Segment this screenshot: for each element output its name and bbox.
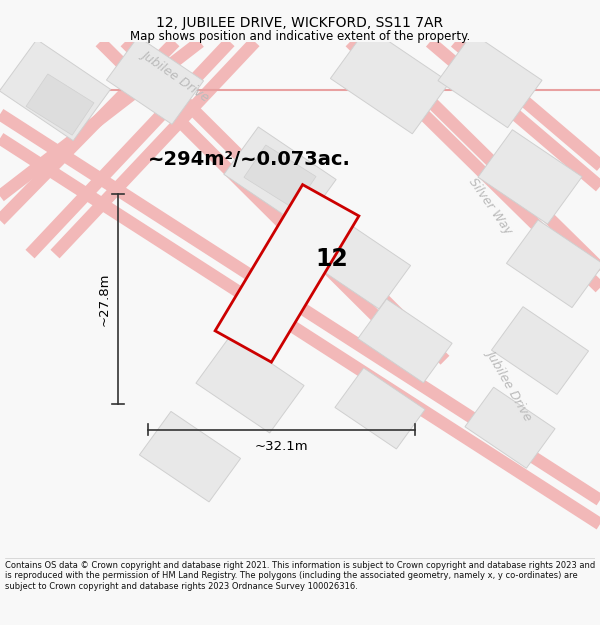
- Polygon shape: [465, 388, 555, 468]
- Polygon shape: [139, 411, 241, 502]
- Polygon shape: [491, 307, 589, 394]
- Polygon shape: [310, 219, 410, 309]
- Polygon shape: [358, 299, 452, 382]
- Text: ~294m²/~0.073ac.: ~294m²/~0.073ac.: [148, 150, 351, 169]
- Text: Jubilee Drive: Jubilee Drive: [139, 48, 211, 104]
- Polygon shape: [215, 184, 359, 362]
- Polygon shape: [438, 33, 542, 128]
- Text: 12, JUBILEE DRIVE, WICKFORD, SS11 7AR: 12, JUBILEE DRIVE, WICKFORD, SS11 7AR: [157, 16, 443, 29]
- Polygon shape: [331, 27, 449, 134]
- Polygon shape: [478, 130, 582, 224]
- Polygon shape: [506, 220, 600, 308]
- Polygon shape: [196, 336, 304, 433]
- Text: Jubilee Drive: Jubilee Drive: [485, 347, 535, 422]
- Text: ~32.1m: ~32.1m: [254, 439, 308, 452]
- Text: Map shows position and indicative extent of the property.: Map shows position and indicative extent…: [130, 30, 470, 42]
- Polygon shape: [335, 368, 425, 449]
- Polygon shape: [0, 39, 110, 141]
- Polygon shape: [244, 145, 316, 209]
- Text: 12: 12: [316, 247, 349, 271]
- Polygon shape: [106, 37, 203, 124]
- Text: ~27.8m: ~27.8m: [97, 272, 110, 326]
- Text: Silver Way: Silver Way: [466, 175, 514, 237]
- Polygon shape: [224, 127, 336, 227]
- Polygon shape: [26, 74, 94, 135]
- Text: Contains OS data © Crown copyright and database right 2021. This information is : Contains OS data © Crown copyright and d…: [5, 561, 595, 591]
